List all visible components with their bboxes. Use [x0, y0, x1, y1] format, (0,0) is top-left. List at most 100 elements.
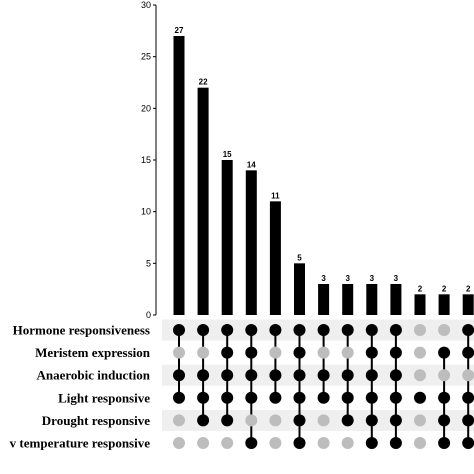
bar-value-label: 3 — [321, 274, 326, 283]
membership-dot-filled — [317, 369, 330, 382]
y-tick-label: 15 — [141, 155, 151, 165]
set-label: Light responsive — [58, 390, 150, 405]
membership-dot-filled — [269, 369, 282, 382]
membership-dot-empty — [197, 437, 210, 449]
membership-dot-filled — [462, 324, 474, 336]
membership-dot-empty — [197, 346, 210, 359]
intersection-bar — [342, 284, 354, 315]
bar-value-label: 3 — [370, 274, 375, 283]
intersection-bar — [221, 160, 233, 315]
y-tick-label: 5 — [146, 258, 151, 268]
set-label: Hormone responsiveness — [13, 323, 150, 338]
membership-dot-filled — [341, 324, 354, 336]
membership-dot-empty — [269, 437, 282, 449]
intersection-bar — [245, 170, 257, 315]
set-label: v temperature responsive — [10, 436, 151, 451]
membership-dot-empty — [414, 414, 426, 427]
membership-dot-filled — [293, 391, 306, 404]
set-label: Drought responsive — [42, 413, 150, 428]
membership-dot-filled — [245, 346, 258, 359]
membership-dot-filled — [341, 414, 354, 427]
membership-dot-filled — [462, 437, 474, 449]
membership-dot-empty — [173, 437, 185, 449]
y-tick-label: 30 — [141, 0, 151, 10]
membership-dot-filled — [221, 346, 234, 359]
membership-dot-filled — [438, 437, 451, 449]
membership-dot-empty — [438, 324, 451, 336]
membership-dot-empty — [317, 414, 330, 427]
membership-dot-filled — [462, 414, 474, 427]
membership-dot-filled — [365, 437, 378, 449]
membership-dot-filled — [438, 414, 451, 427]
membership-dot-filled — [293, 346, 306, 359]
membership-dot-empty — [414, 324, 426, 336]
membership-dot-filled — [221, 324, 234, 336]
membership-dot-filled — [341, 369, 354, 382]
set-label: Anaerobic induction — [36, 368, 150, 383]
membership-dot-filled — [269, 324, 282, 336]
membership-dot-filled — [462, 346, 474, 359]
membership-dot-filled — [245, 391, 258, 404]
bar-value-label: 15 — [223, 150, 232, 159]
membership-dot-filled — [197, 391, 210, 404]
bar-value-label: 11 — [271, 191, 280, 200]
y-tick-label: 0 — [146, 310, 151, 320]
membership-dot-empty — [173, 414, 185, 427]
membership-dot-filled — [197, 414, 210, 427]
membership-dot-filled — [438, 346, 451, 359]
membership-dot-empty — [414, 346, 426, 359]
membership-dot-filled — [221, 391, 234, 404]
intersection-bar — [366, 284, 378, 315]
membership-dot-empty — [317, 437, 330, 449]
membership-dot-filled — [389, 369, 402, 382]
intersection-bar — [414, 294, 426, 315]
bar-value-label: 22 — [199, 78, 208, 87]
intersection-bar — [318, 284, 330, 315]
intersection-bar — [269, 201, 281, 315]
bar-value-label: 3 — [394, 274, 399, 283]
intersection-bars — [173, 36, 474, 316]
membership-dot-filled — [341, 391, 354, 404]
membership-dot-filled — [293, 414, 306, 427]
y-tick-label: 20 — [141, 103, 151, 113]
membership-dot-filled — [245, 369, 258, 382]
membership-dot-empty — [269, 414, 282, 427]
membership-dot-empty — [462, 369, 474, 382]
membership-dot-filled — [438, 391, 451, 404]
bar-value-label: 2 — [442, 284, 447, 293]
membership-dot-empty — [221, 437, 234, 449]
membership-dot-empty — [414, 437, 426, 449]
intersection-bar — [197, 87, 209, 316]
membership-dot-filled — [197, 369, 210, 382]
membership-dot-filled — [173, 369, 185, 382]
membership-dot-empty — [317, 346, 330, 359]
membership-dot-empty — [438, 369, 451, 382]
membership-dot-filled — [389, 414, 402, 427]
membership-dot-filled — [365, 324, 378, 336]
membership-dot-filled — [317, 324, 330, 336]
membership-dot-filled — [365, 414, 378, 427]
membership-dot-empty — [269, 346, 282, 359]
membership-dot-filled — [462, 391, 474, 404]
membership-dot-filled — [221, 414, 234, 427]
intersection-bar — [438, 294, 450, 315]
membership-dot-filled — [269, 391, 282, 404]
bar-value-label: 2 — [418, 284, 423, 293]
membership-dot-empty — [245, 414, 258, 427]
membership-dot-filled — [389, 324, 402, 336]
intersection-bar — [462, 294, 474, 315]
membership-dot-filled — [197, 324, 210, 336]
bar-value-label: 14 — [247, 160, 256, 169]
membership-dot-filled — [245, 324, 258, 336]
membership-dot-filled — [365, 346, 378, 359]
y-tick-label: 10 — [141, 207, 151, 217]
set-label: Meristem expression — [35, 345, 151, 360]
membership-dot-filled — [317, 391, 330, 404]
bar-value-label: 27 — [175, 26, 184, 35]
set-labels: Hormone responsiveness Meristem expressio… — [10, 323, 151, 451]
membership-dot-filled — [293, 369, 306, 382]
membership-dot-filled — [293, 324, 306, 336]
membership-dot-filled — [293, 437, 306, 449]
membership-dot-empty — [414, 369, 426, 382]
